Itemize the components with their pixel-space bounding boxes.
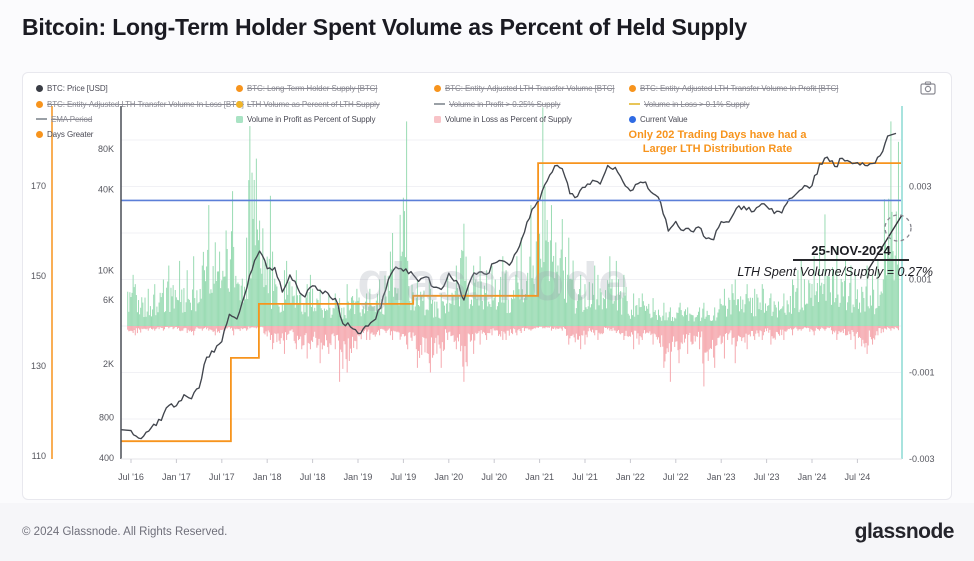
svg-text:Jan '24: Jan '24	[798, 472, 827, 482]
legend-item[interactable]: Volume in Profit as Percent of Supply	[236, 112, 380, 127]
legend-label: Current Value	[640, 114, 688, 124]
legend-label: BTC: Entity-Adjusted LTH Transfer Volume…	[47, 99, 244, 109]
svg-text:Jul '22: Jul '22	[663, 472, 689, 482]
legend-label: Days Greater	[47, 130, 94, 140]
svg-text:170: 170	[31, 181, 46, 191]
legend-marker-dot	[236, 100, 243, 108]
legend-marker-dash	[434, 103, 445, 106]
legend-item[interactable]: EMA Period	[36, 112, 244, 127]
svg-text:Jul '16: Jul '16	[118, 472, 144, 482]
svg-text:Jul '18: Jul '18	[300, 472, 326, 482]
legend-item[interactable]: BTC: Price [USD]	[36, 81, 244, 96]
svg-text:800: 800	[99, 413, 114, 423]
svg-text:Jul '24: Jul '24	[845, 472, 871, 482]
legend-item[interactable]: Current Value	[629, 112, 838, 127]
svg-text:Jan '17: Jan '17	[162, 472, 191, 482]
legend-column: BTC: Price [USD] BTC: Entity-Adjusted LTH…	[36, 81, 244, 143]
svg-text:Jul '23: Jul '23	[754, 472, 780, 482]
legend-marker-dot	[36, 85, 43, 93]
svg-text:Jul '21: Jul '21	[572, 472, 598, 482]
svg-text:-0.003: -0.003	[909, 454, 935, 464]
svg-text:Jul '20: Jul '20	[481, 472, 507, 482]
svg-text:40K: 40K	[98, 184, 114, 194]
legend-marker-dot	[36, 131, 43, 139]
legend-column: BTC: Entity-Adjusted LTH Transfer Volume…	[434, 81, 615, 127]
legend-item[interactable]: BTC: Entity-Adjusted LTH Transfer Volume…	[36, 96, 244, 111]
glassnode-logo: glassnode	[854, 520, 955, 543]
legend-label: Volume in Profit > 0.25% Supply	[449, 99, 561, 109]
legend-item[interactable]: LTH Volume as Percent of LTH Supply	[236, 96, 380, 111]
svg-text:150: 150	[31, 271, 46, 281]
svg-text:130: 130	[31, 361, 46, 371]
legend-marker-dot	[36, 100, 43, 108]
svg-text:2K: 2K	[103, 359, 114, 369]
svg-text:Jan '22: Jan '22	[616, 472, 645, 482]
legend-label: Volume in Profit as Percent of Supply	[247, 114, 376, 124]
svg-text:Jul '17: Jul '17	[209, 472, 235, 482]
volume-in-loss-bars	[127, 326, 899, 387]
annotation-value: LTH Spent Volume/Supply = 0.27%	[737, 265, 933, 279]
legend-label: LTH Volume as Percent of LTH Supply	[247, 99, 380, 109]
svg-text:-0.001: -0.001	[909, 368, 935, 378]
svg-text:400: 400	[99, 453, 114, 463]
svg-text:Jan '19: Jan '19	[344, 472, 373, 482]
legend-marker-dot	[434, 85, 441, 93]
svg-text:Jan '18: Jan '18	[253, 472, 282, 482]
legend-marker-square	[434, 115, 441, 123]
annotation-note: Only 202 Trading Days have had a Larger …	[628, 129, 807, 155]
legend-label: BTC: Long-Term Holder Supply [BTC]	[247, 84, 378, 94]
legend-label: BTC: Entity-Adjusted LTH Transfer Volume…	[640, 84, 839, 94]
legend-column: BTC: Entity-Adjusted LTH Transfer Volume…	[629, 81, 838, 127]
legend-marker-dash	[36, 118, 47, 121]
legend-label: BTC: Price [USD]	[47, 84, 108, 94]
svg-text:Jan '20: Jan '20	[434, 472, 463, 482]
footer-copyright: © 2024 Glassnode. All Rights Reserved.	[22, 526, 228, 538]
page-title: Bitcoin: Long-Term Holder Spent Volume a…	[22, 14, 747, 40]
legend-marker-square	[236, 115, 243, 123]
annotation-date: 25-NOV-2024	[793, 243, 909, 261]
svg-text:Jan '21: Jan '21	[525, 472, 554, 482]
legend-item[interactable]: Volume in Loss as Percent of Supply	[434, 112, 615, 127]
svg-text:6K: 6K	[103, 295, 114, 305]
camera-icon[interactable]	[917, 79, 939, 99]
footer: © 2024 Glassnode. All Rights Reserved. g…	[0, 503, 974, 561]
legend-marker-dot	[236, 85, 243, 93]
svg-text:Jan '23: Jan '23	[707, 472, 736, 482]
legend-label: BTC: Entity-Adjusted LTH Transfer Volume…	[445, 84, 615, 94]
legend-item[interactable]: Volume in Profit > 0.25% Supply	[434, 96, 615, 111]
chart-card: 170 150 130 110 80K 40K 10K 6K 2K 800 400 0.003 0.00…	[22, 72, 952, 500]
chart-legend: BTC: Price [USD] BTC: Entity-Adjusted LTH…	[23, 73, 953, 145]
legend-item[interactable]: BTC: Long-Term Holder Supply [BTC]	[236, 81, 380, 96]
legend-item[interactable]: BTC: Entity-Adjusted LTH Transfer Volume…	[434, 81, 615, 96]
svg-text:Jul '19: Jul '19	[391, 472, 417, 482]
legend-label: Volume in Loss > 0.1% Supply	[644, 99, 750, 109]
days-greater-step-line	[121, 162, 902, 443]
legend-marker-dot	[629, 115, 636, 123]
legend-item[interactable]: BTC: Entity-Adjusted LTH Transfer Volume…	[629, 81, 838, 96]
legend-column: BTC: Long-Term Holder Supply [BTC] LTH Vo…	[236, 81, 380, 127]
legend-label: Volume in Loss as Percent of Supply	[445, 114, 572, 124]
legend-item[interactable]: Volume in Loss > 0.1% Supply	[629, 96, 838, 111]
svg-text:80K: 80K	[98, 144, 114, 154]
legend-marker-dash	[629, 103, 640, 106]
highlight-dashed-circle	[884, 214, 912, 242]
legend-label: EMA Period	[51, 114, 93, 124]
legend-item[interactable]: Days Greater	[36, 127, 244, 142]
legend-marker-dot	[629, 85, 636, 93]
svg-text:0.001: 0.001	[909, 275, 932, 285]
svg-text:0.003: 0.003	[909, 182, 932, 192]
svg-text:10K: 10K	[98, 265, 114, 275]
btc-price-line	[120, 132, 897, 440]
svg-text:110: 110	[32, 451, 46, 461]
